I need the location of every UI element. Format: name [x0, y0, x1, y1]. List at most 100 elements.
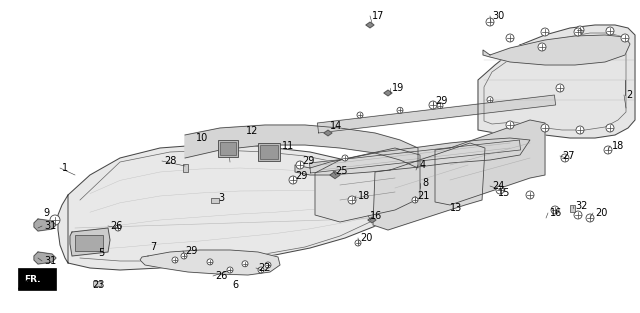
- Text: 23: 23: [92, 280, 104, 290]
- Bar: [183, 164, 188, 172]
- Text: 32: 32: [575, 201, 588, 211]
- Text: 18: 18: [612, 141, 624, 151]
- Text: 25: 25: [335, 166, 348, 176]
- Bar: [260, 145, 278, 159]
- Polygon shape: [368, 217, 376, 223]
- Circle shape: [574, 211, 582, 219]
- Circle shape: [541, 124, 549, 132]
- Text: 4: 4: [420, 160, 426, 170]
- Polygon shape: [366, 22, 374, 28]
- Text: 27: 27: [562, 151, 575, 161]
- Text: 3: 3: [218, 193, 224, 203]
- Circle shape: [437, 103, 443, 109]
- Bar: [220, 142, 236, 155]
- Circle shape: [181, 253, 187, 259]
- Polygon shape: [315, 148, 420, 222]
- Circle shape: [556, 84, 564, 92]
- Text: 1: 1: [62, 163, 68, 173]
- Circle shape: [576, 26, 584, 34]
- Text: 5: 5: [98, 248, 104, 258]
- Circle shape: [242, 261, 248, 267]
- Text: 21: 21: [417, 191, 429, 201]
- Circle shape: [172, 257, 178, 263]
- Polygon shape: [373, 143, 485, 230]
- Text: FR.: FR.: [24, 275, 40, 284]
- Text: 26: 26: [215, 271, 227, 281]
- Text: 13: 13: [450, 203, 462, 213]
- Circle shape: [526, 191, 534, 199]
- Text: 6: 6: [232, 280, 238, 290]
- Polygon shape: [324, 130, 332, 136]
- Circle shape: [50, 215, 60, 225]
- Circle shape: [487, 97, 493, 103]
- Bar: [211, 198, 219, 203]
- Text: 29: 29: [295, 171, 307, 181]
- Text: 26: 26: [110, 221, 122, 231]
- Circle shape: [289, 176, 297, 184]
- Circle shape: [348, 196, 356, 204]
- Bar: [93, 281, 101, 286]
- Polygon shape: [140, 250, 280, 275]
- Text: 12: 12: [246, 126, 259, 136]
- Text: 16: 16: [370, 211, 382, 221]
- Circle shape: [207, 259, 213, 265]
- Text: 16: 16: [550, 208, 563, 218]
- Circle shape: [574, 28, 582, 36]
- Text: 19: 19: [392, 83, 404, 93]
- Circle shape: [357, 112, 363, 118]
- Polygon shape: [317, 95, 556, 133]
- Polygon shape: [330, 172, 340, 178]
- Bar: [75, 235, 103, 251]
- Circle shape: [506, 34, 514, 42]
- Text: 18: 18: [358, 191, 371, 201]
- Polygon shape: [34, 252, 56, 264]
- Text: 28: 28: [164, 156, 177, 166]
- Circle shape: [541, 28, 549, 36]
- Circle shape: [604, 146, 612, 154]
- Bar: [258, 143, 280, 161]
- Bar: [570, 205, 575, 212]
- Text: 22: 22: [258, 263, 271, 273]
- Text: 15: 15: [498, 188, 510, 198]
- Circle shape: [397, 107, 403, 113]
- Polygon shape: [384, 90, 392, 96]
- Circle shape: [342, 155, 348, 161]
- Circle shape: [621, 34, 629, 42]
- Circle shape: [486, 18, 494, 26]
- Text: 8: 8: [422, 178, 428, 188]
- Text: 29: 29: [302, 156, 314, 166]
- Text: 10: 10: [196, 133, 208, 143]
- Circle shape: [115, 225, 121, 231]
- Circle shape: [606, 124, 614, 132]
- Circle shape: [412, 197, 418, 203]
- Circle shape: [576, 126, 584, 134]
- Text: 11: 11: [282, 141, 294, 151]
- Text: 14: 14: [330, 121, 342, 131]
- Text: 20: 20: [595, 208, 607, 218]
- Text: 20: 20: [360, 233, 372, 243]
- Text: 31: 31: [44, 256, 56, 266]
- Circle shape: [265, 262, 271, 268]
- Circle shape: [561, 154, 569, 162]
- Text: 17: 17: [372, 11, 385, 21]
- Polygon shape: [70, 228, 110, 256]
- Polygon shape: [435, 120, 545, 205]
- Text: 24: 24: [492, 181, 504, 191]
- Polygon shape: [295, 138, 530, 175]
- FancyBboxPatch shape: [18, 268, 56, 290]
- Circle shape: [258, 267, 264, 273]
- Circle shape: [227, 267, 233, 273]
- Circle shape: [551, 206, 559, 214]
- Polygon shape: [34, 219, 56, 231]
- Circle shape: [355, 240, 361, 246]
- Polygon shape: [483, 35, 630, 65]
- Circle shape: [606, 27, 614, 35]
- Polygon shape: [478, 25, 635, 138]
- Circle shape: [429, 101, 437, 109]
- Polygon shape: [58, 145, 400, 270]
- Circle shape: [586, 214, 594, 222]
- Text: 31: 31: [44, 221, 56, 231]
- Polygon shape: [185, 125, 418, 168]
- Circle shape: [496, 186, 504, 194]
- Text: 29: 29: [435, 96, 447, 106]
